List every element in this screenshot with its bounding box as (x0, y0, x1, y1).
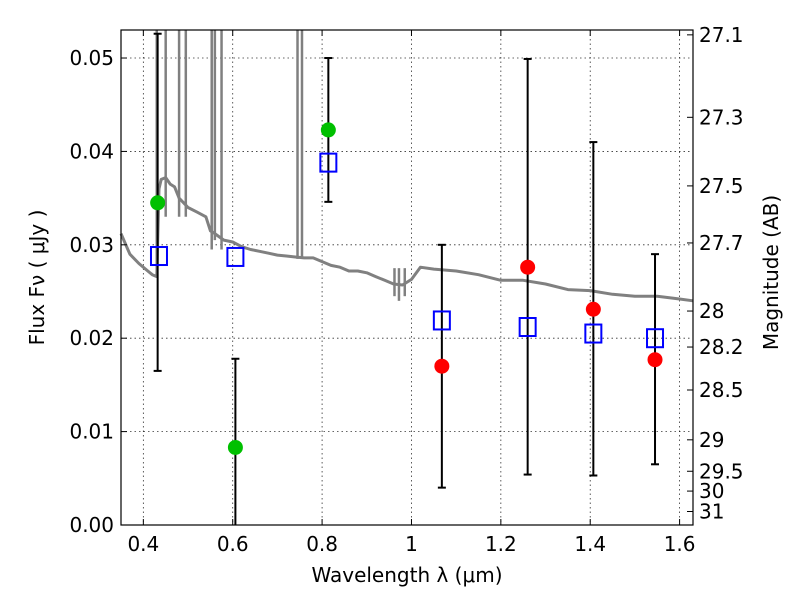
y-tick-label: 0.04 (69, 139, 114, 163)
mag-tick-label: 27.7 (699, 231, 744, 255)
mag-tick-label: 28 (699, 299, 724, 323)
x-tick-label: 1.2 (485, 532, 517, 556)
model-photometry-marker (226, 246, 245, 267)
x-axis-label: Wavelength λ (μm) (311, 563, 502, 587)
mag-tick-label: 27.5 (699, 174, 744, 198)
y-axis-label-magnitude: Magnitude (AB) (759, 195, 783, 350)
model-photometry-marker (149, 246, 168, 267)
tick-layer: 0.4 0.6 0.8 1 1.2 1.4 1.6 0.00 0.01 0.02 0.03 0.04 0… (69, 23, 743, 556)
data-point (520, 259, 536, 275)
data-point (150, 195, 166, 211)
mag-tick-label: 28.5 (699, 378, 744, 402)
y-tick-label: 0.01 (69, 420, 114, 444)
data-point (320, 122, 336, 138)
model-photometry-marker (432, 310, 451, 331)
model-photometry-marker (319, 152, 338, 173)
model-photometry-marker (646, 328, 665, 349)
model-photometry-marker (518, 317, 537, 337)
x-tick-label: 0.8 (306, 532, 338, 556)
x-tick-label: 1.4 (574, 532, 606, 556)
mag-tick-label: 30 (699, 479, 724, 503)
y-tick-label: 0.03 (69, 233, 114, 257)
model-photometry-marker (584, 323, 603, 344)
x-tick-label: 0.6 (217, 532, 249, 556)
mag-tick-label: 31 (699, 500, 724, 524)
x-tick-label: 1 (405, 532, 418, 556)
mag-tick-label: 29.5 (699, 459, 744, 483)
mag-tick-label: 29 (699, 428, 724, 452)
x-tick-label: 0.4 (127, 532, 159, 556)
marker-layer (149, 122, 665, 455)
data-point (227, 439, 243, 455)
data-point (434, 358, 450, 374)
y-tick-label: 0.05 (69, 46, 114, 70)
y-tick-label: 0.00 (69, 513, 114, 537)
model-spectrum-line (119, 176, 694, 303)
data-point (585, 301, 601, 317)
mag-tick-label: 28.2 (699, 335, 744, 359)
mag-tick-label: 27.3 (699, 105, 744, 129)
x-tick-label: 1.6 (664, 532, 696, 556)
data-point (647, 352, 663, 368)
plot-frame (120, 29, 694, 526)
y-tick-label: 0.02 (69, 326, 114, 350)
y-axis-label-flux: Flux Fν ( μJy ) (25, 210, 49, 346)
mag-tick-label: 27.1 (699, 23, 744, 47)
